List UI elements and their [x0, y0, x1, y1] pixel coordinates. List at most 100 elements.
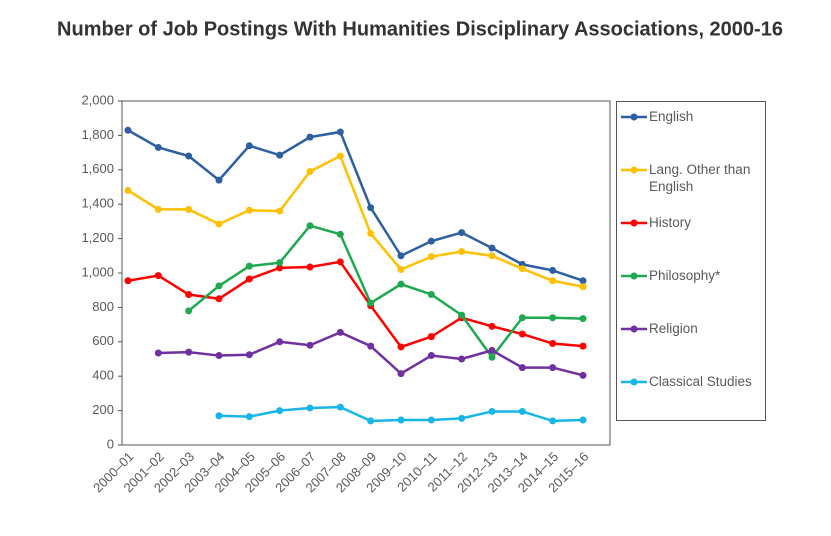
- data-point: [579, 315, 587, 323]
- data-point: [397, 370, 405, 378]
- data-point: [154, 272, 162, 280]
- legend-item: Lang. Other than English: [619, 161, 763, 214]
- data-point: [579, 371, 587, 379]
- legend-marker: [630, 166, 638, 174]
- data-point: [518, 265, 526, 273]
- data-point: [154, 205, 162, 213]
- data-point: [276, 264, 284, 272]
- series-line: [187, 224, 584, 360]
- data-point: [306, 341, 314, 349]
- data-point: [185, 152, 193, 160]
- data-point: [367, 342, 375, 350]
- data-point: [124, 277, 132, 285]
- data-point: [488, 322, 496, 330]
- legend-swatch: [621, 219, 647, 227]
- legend-swatch: [621, 325, 647, 333]
- legend-marker: [630, 113, 638, 121]
- y-tick-label: 200: [92, 402, 114, 417]
- data-point: [336, 152, 344, 160]
- legend-label: Lang. Other than English: [649, 162, 751, 194]
- y-tick-label: 1,200: [81, 230, 114, 245]
- data-point: [306, 168, 314, 176]
- y-tick-label: 600: [92, 333, 114, 348]
- data-point: [518, 407, 526, 415]
- data-point: [336, 403, 344, 411]
- legend: English Lang. Other than English History Ph…: [616, 101, 766, 421]
- data-point: [367, 229, 375, 237]
- data-point: [245, 142, 253, 150]
- data-point: [276, 259, 284, 267]
- y-tick-label: 800: [92, 299, 114, 314]
- data-point: [306, 222, 314, 230]
- legend-marker: [630, 325, 638, 333]
- data-point: [488, 407, 496, 415]
- series-line: [127, 154, 584, 288]
- data-point: [427, 291, 435, 298]
- data-point: [245, 206, 253, 214]
- legend-label: Religion: [649, 321, 698, 336]
- data-point: [579, 416, 587, 424]
- legend-marker: [630, 272, 638, 280]
- data-point: [427, 352, 435, 360]
- data-point: [518, 330, 526, 338]
- chart-title: Number of Job Postings With Humanities D…: [57, 18, 783, 40]
- y-tick-label: 1,800: [81, 127, 114, 142]
- legend-label: Classical Studies: [649, 374, 752, 389]
- series-line: [127, 260, 584, 349]
- data-point: [549, 266, 557, 274]
- data-point: [488, 252, 496, 260]
- data-point: [488, 346, 496, 354]
- data-point: [215, 295, 223, 303]
- data-point: [215, 412, 223, 420]
- data-point: [427, 416, 435, 424]
- legend-item: Philosophy*: [619, 267, 763, 320]
- data-point: [276, 338, 284, 346]
- data-point: [154, 143, 162, 151]
- y-tick-label: 1,400: [81, 196, 114, 211]
- y-tick-label: 400: [92, 368, 114, 383]
- legend-item: Religion: [619, 320, 763, 373]
- data-point: [367, 417, 375, 425]
- legend-label: History: [649, 215, 692, 230]
- data-point: [245, 351, 253, 359]
- plot-frame: [121, 100, 611, 446]
- data-point: [488, 353, 496, 361]
- data-point: [579, 283, 587, 291]
- data-point: [185, 205, 193, 213]
- data-point: [215, 220, 223, 228]
- data-point: [245, 413, 253, 421]
- y-tick-label: 1,600: [81, 161, 114, 176]
- data-point: [336, 128, 344, 136]
- data-point: [245, 275, 253, 283]
- data-point: [124, 186, 132, 194]
- data-point: [427, 237, 435, 245]
- data-point: [276, 407, 284, 415]
- legend-label: English: [649, 109, 694, 124]
- data-point: [458, 248, 466, 255]
- data-point: [579, 277, 587, 285]
- data-point: [367, 204, 375, 212]
- data-point: [245, 262, 253, 270]
- data-point: [397, 416, 405, 424]
- data-point: [306, 404, 314, 412]
- y-tick-label: 1,000: [81, 264, 114, 279]
- legend-item: English: [619, 108, 763, 161]
- data-point: [276, 151, 284, 159]
- data-point: [488, 244, 496, 252]
- data-point: [397, 280, 405, 288]
- y-tick-label: 0: [107, 436, 114, 451]
- data-point: [306, 263, 314, 271]
- y-tick-label: 2,000: [81, 92, 114, 107]
- data-point: [549, 314, 557, 322]
- data-point: [336, 230, 344, 238]
- legend-swatch: [621, 166, 647, 174]
- legend-item: Classical Studies: [619, 373, 763, 426]
- data-point: [336, 258, 344, 266]
- data-point: [549, 277, 557, 285]
- data-point: [579, 342, 587, 350]
- data-point: [185, 291, 193, 298]
- data-point: [215, 282, 223, 290]
- series-line: [127, 129, 584, 282]
